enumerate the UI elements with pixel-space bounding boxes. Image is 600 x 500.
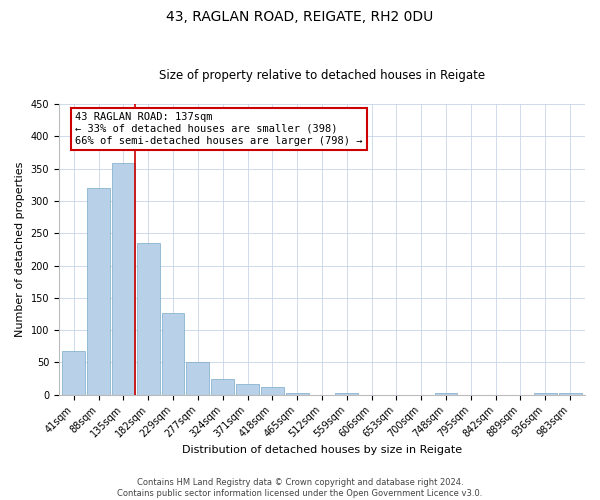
Title: Size of property relative to detached houses in Reigate: Size of property relative to detached ho… bbox=[159, 69, 485, 82]
Text: 43 RAGLAN ROAD: 137sqm
← 33% of detached houses are smaller (398)
66% of semi-de: 43 RAGLAN ROAD: 137sqm ← 33% of detached… bbox=[75, 112, 362, 146]
Bar bbox=[161, 312, 184, 394]
Bar bbox=[112, 164, 135, 394]
Bar bbox=[236, 384, 259, 394]
Text: 43, RAGLAN ROAD, REIGATE, RH2 0DU: 43, RAGLAN ROAD, REIGATE, RH2 0DU bbox=[166, 10, 434, 24]
Bar bbox=[211, 378, 234, 394]
X-axis label: Distribution of detached houses by size in Reigate: Distribution of detached houses by size … bbox=[182, 445, 462, 455]
Bar bbox=[261, 387, 284, 394]
Text: Contains HM Land Registry data © Crown copyright and database right 2024.
Contai: Contains HM Land Registry data © Crown c… bbox=[118, 478, 482, 498]
Bar bbox=[137, 243, 160, 394]
Bar bbox=[434, 393, 457, 394]
Bar bbox=[187, 362, 209, 394]
Bar bbox=[87, 188, 110, 394]
Y-axis label: Number of detached properties: Number of detached properties bbox=[15, 162, 25, 337]
Bar bbox=[62, 351, 85, 395]
Bar bbox=[286, 393, 308, 394]
